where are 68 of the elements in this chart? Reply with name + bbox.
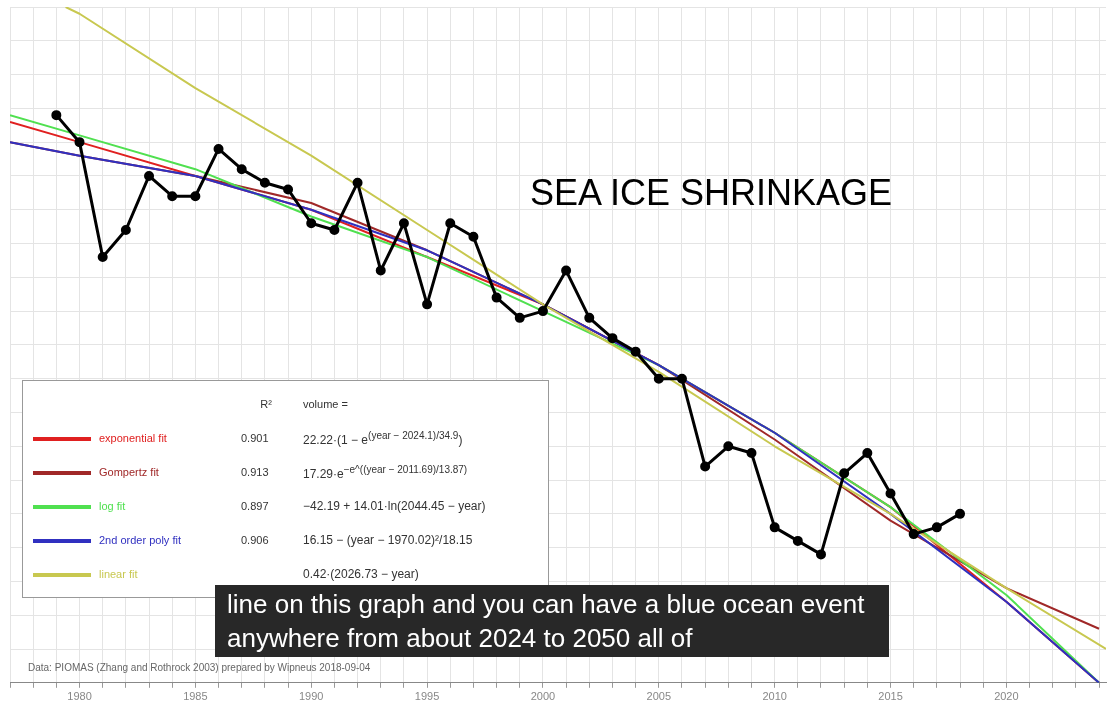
point	[514, 312, 525, 323]
text: linear fit	[99, 568, 138, 580]
x-tick-label: 2000	[530, 690, 556, 703]
annotation: 0.42·(2026.73 − year)	[303, 567, 419, 581]
annotation: 16.15 − (year − 1970.02)²/18.15	[302, 532, 474, 549]
annotation: 17.29·e$^{−e^((year − 2011.69)/13.87)}$	[302, 462, 469, 483]
point	[422, 299, 433, 310]
point	[375, 265, 386, 276]
point	[306, 218, 317, 229]
point	[491, 292, 502, 303]
point	[653, 373, 664, 384]
point	[283, 184, 294, 195]
x-tick-label: 2010	[762, 690, 787, 703]
point	[120, 225, 131, 236]
annotation: R²	[259, 397, 273, 412]
point	[537, 306, 548, 317]
point	[908, 529, 919, 540]
point	[74, 137, 85, 148]
annotation: 0.906	[240, 533, 270, 548]
point	[885, 488, 896, 499]
point	[607, 333, 618, 344]
x-tick-label: 2015	[878, 690, 903, 703]
point	[51, 110, 62, 121]
point	[468, 231, 479, 242]
annotation: 0.901	[240, 431, 270, 446]
point	[584, 312, 595, 323]
point	[97, 252, 108, 263]
text: 2nd order poly fit	[99, 534, 181, 546]
annotation: −42.19 + 14.01·ln(2044.45 − year)	[302, 498, 487, 515]
point	[213, 143, 224, 154]
point	[676, 373, 687, 384]
point	[329, 225, 340, 236]
point	[236, 164, 247, 175]
x-tick-label: 1990	[298, 690, 324, 703]
point	[839, 468, 850, 479]
point	[630, 346, 641, 357]
point	[561, 265, 572, 276]
point	[862, 448, 873, 459]
point	[955, 508, 966, 519]
text: SEA ICE SHRINKAGE	[530, 172, 893, 214]
point	[792, 535, 803, 546]
x-tick-label: 2020	[994, 690, 1019, 703]
point	[769, 522, 780, 533]
point	[746, 448, 757, 459]
point	[352, 177, 363, 188]
annotation: 0.897	[240, 499, 270, 514]
point	[398, 218, 409, 229]
annotation: 0.913	[240, 465, 270, 480]
text: log fit	[99, 500, 126, 512]
annotation: Data: PIOMAS (Zhang and Rothrock 2003) prepared by Wipneus 2018-09-04	[28, 662, 371, 673]
point	[144, 170, 155, 181]
point	[700, 461, 711, 472]
point	[815, 549, 826, 560]
x-tick-label: 1985	[183, 690, 208, 703]
text: Gompertz fit	[99, 466, 159, 478]
x-tick-label: 1980	[67, 690, 92, 703]
point	[167, 191, 178, 202]
x-tick-label: 1995	[414, 690, 440, 703]
point	[190, 191, 201, 202]
annotation: line on this graph and you can have a blue ocean event anywhere from about 2024 to 2050 all of	[215, 585, 889, 657]
annotation: volume =	[302, 397, 349, 412]
x-tick-label: 2005	[646, 690, 672, 703]
point	[259, 177, 270, 188]
point	[445, 218, 456, 229]
point	[723, 441, 734, 452]
annotation: 22.22·(1 − e$^{(year − 2024.1)/34.9}$)	[302, 428, 464, 449]
text: exponential fit	[99, 432, 167, 444]
point	[931, 522, 942, 533]
